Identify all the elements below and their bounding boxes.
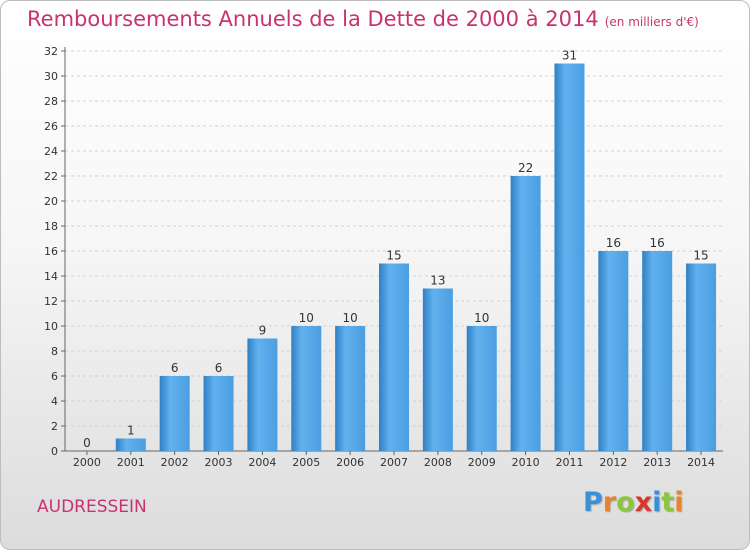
y-tick-label: 2 [51, 420, 58, 433]
y-tick-label: 28 [44, 95, 58, 108]
bar-value-label: 6 [215, 361, 223, 375]
bar [203, 376, 234, 451]
x-tick-label: 2005 [292, 456, 320, 469]
x-tick-label: 2000 [73, 456, 101, 469]
chart-title: Remboursements Annuels de la Dette de 20… [27, 7, 699, 31]
bar-value-label: 16 [606, 236, 621, 250]
bar-value-label: 1 [127, 424, 135, 438]
y-tick-label: 12 [44, 295, 58, 308]
y-tick-label: 14 [44, 270, 58, 283]
proxiti-logo: Proxiti [583, 487, 684, 518]
chart-subtitle: (en milliers d'€) [604, 15, 699, 29]
x-tick-label: 2012 [599, 456, 627, 469]
y-tick-label: 24 [44, 145, 58, 158]
bar [422, 288, 453, 451]
bar-value-label: 15 [693, 249, 708, 263]
logo-letter: o [616, 487, 635, 518]
y-tick-label: 8 [51, 345, 58, 358]
bar-value-label: 10 [299, 311, 314, 325]
y-tick-label: 30 [44, 70, 58, 83]
bar [291, 326, 322, 451]
bar [466, 326, 497, 451]
y-tick-label: 22 [44, 170, 58, 183]
x-tick-label: 2014 [687, 456, 715, 469]
x-tick-label: 2003 [205, 456, 233, 469]
y-tick-label: 16 [44, 245, 58, 258]
bar-value-label: 10 [474, 311, 489, 325]
y-tick-label: 20 [44, 195, 58, 208]
bar [510, 176, 541, 451]
bar-value-label: 13 [430, 274, 445, 288]
bar-value-label: 31 [562, 49, 577, 63]
y-tick-label: 26 [44, 120, 58, 133]
commune-name: AUDRESSEIN [37, 497, 147, 517]
bar-value-label: 15 [386, 249, 401, 263]
x-tick-label: 2013 [643, 456, 671, 469]
bar [115, 438, 146, 451]
y-tick-label: 0 [51, 445, 58, 458]
bar [247, 338, 278, 451]
bar [598, 251, 629, 451]
logo-letter: x [634, 487, 653, 518]
bar [642, 251, 673, 451]
y-tick-label: 4 [51, 395, 58, 408]
y-tick-label: 18 [44, 220, 58, 233]
bar-value-label: 10 [342, 311, 357, 325]
logo-letter: r [602, 487, 617, 518]
y-tick-label: 10 [44, 320, 58, 333]
bar [554, 63, 585, 451]
x-tick-label: 2010 [512, 456, 540, 469]
bar-value-label: 22 [518, 161, 533, 175]
x-tick-label: 2001 [117, 456, 145, 469]
logo-letter: i [674, 487, 684, 518]
bar-value-label: 9 [259, 324, 267, 338]
bar [379, 263, 409, 451]
bar [686, 263, 717, 451]
logo-letter: i [652, 487, 662, 518]
bar-value-label: 16 [650, 236, 665, 250]
bar [335, 326, 366, 451]
x-tick-label: 2009 [468, 456, 496, 469]
x-tick-label: 2004 [248, 456, 276, 469]
y-tick-label: 6 [51, 370, 58, 383]
y-tick-label: 32 [44, 45, 58, 58]
logo-letter: P [583, 487, 603, 518]
x-tick-label: 2011 [555, 456, 583, 469]
x-tick-label: 2008 [424, 456, 452, 469]
logo-letter: t [661, 487, 675, 518]
x-tick-label: 2006 [336, 456, 364, 469]
bar-value-label: 0 [83, 436, 91, 450]
bar-value-label: 6 [171, 361, 179, 375]
x-tick-label: 2002 [161, 456, 189, 469]
x-tick-label: 2007 [380, 456, 408, 469]
bar [159, 376, 190, 451]
